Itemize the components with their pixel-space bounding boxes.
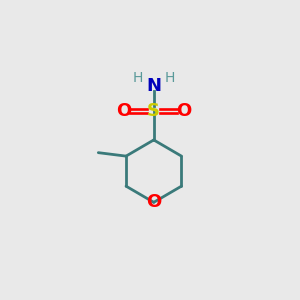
- Text: O: O: [116, 102, 131, 120]
- Text: H: H: [132, 70, 143, 85]
- Text: S: S: [147, 102, 160, 120]
- Text: H: H: [165, 70, 175, 85]
- Text: O: O: [176, 102, 191, 120]
- Text: N: N: [146, 77, 161, 95]
- Text: O: O: [146, 193, 161, 211]
